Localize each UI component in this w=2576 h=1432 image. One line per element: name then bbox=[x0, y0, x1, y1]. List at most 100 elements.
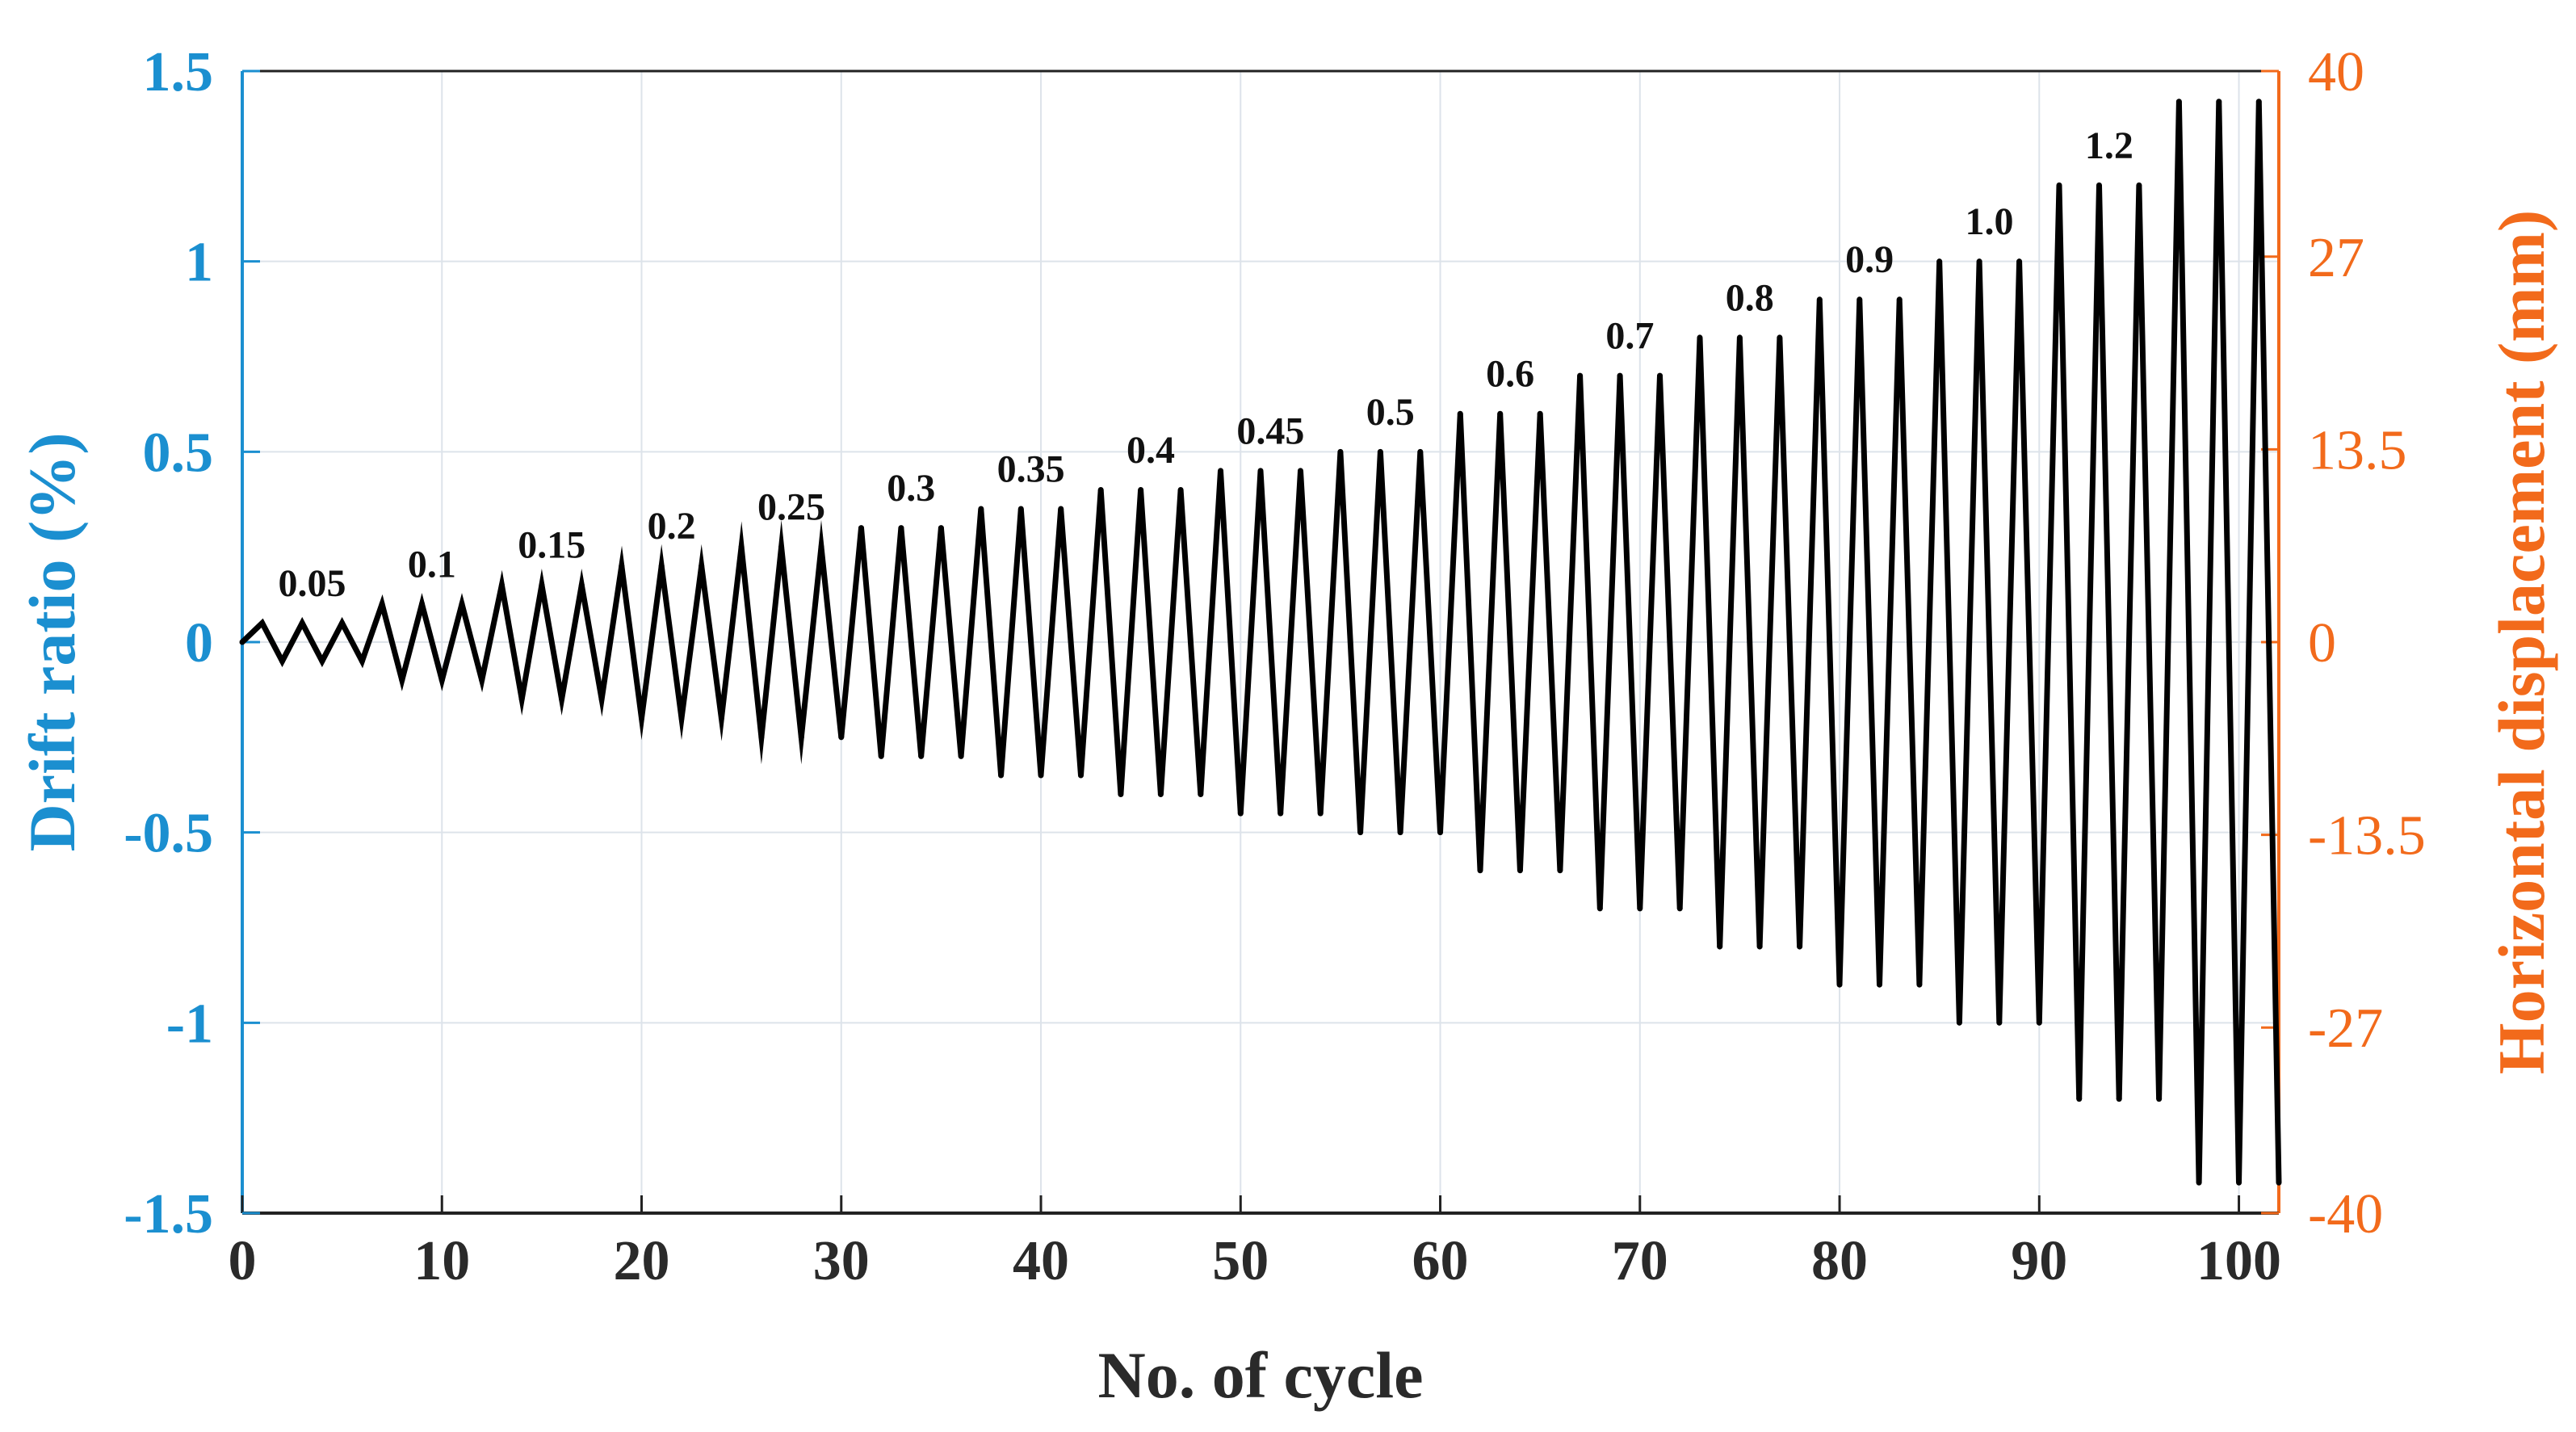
data-point bbox=[479, 677, 485, 683]
data-point bbox=[838, 734, 845, 741]
data-point bbox=[539, 582, 545, 588]
data-point bbox=[898, 525, 904, 531]
data-point bbox=[1177, 486, 1184, 493]
data-point bbox=[1637, 905, 1643, 912]
amplitude-label: 0.2 bbox=[648, 505, 696, 548]
amplitude-label: 0.35 bbox=[997, 447, 1065, 490]
x-tick-label: 70 bbox=[1612, 1230, 1668, 1292]
x-tick-label: 10 bbox=[413, 1230, 470, 1292]
data-point bbox=[1756, 943, 1763, 950]
data-point bbox=[319, 658, 325, 665]
data-point bbox=[639, 715, 645, 721]
data-point bbox=[718, 715, 724, 721]
data-point bbox=[1876, 981, 1882, 988]
x-tick-label: 50 bbox=[1212, 1230, 1269, 1292]
data-point bbox=[818, 544, 824, 550]
y2-tick-label: -27 bbox=[2308, 997, 2383, 1060]
y-tick-label: 0.5 bbox=[143, 422, 214, 484]
data-point bbox=[758, 734, 765, 741]
data-point bbox=[1736, 334, 1743, 341]
y2-tick-label: 13.5 bbox=[2308, 419, 2407, 481]
data-point bbox=[1816, 296, 1823, 303]
data-point bbox=[498, 582, 505, 588]
data-point bbox=[259, 619, 266, 626]
data-point bbox=[1717, 943, 1723, 950]
data-point bbox=[1697, 334, 1703, 341]
data-point bbox=[2036, 1019, 2042, 1026]
data-point bbox=[699, 563, 705, 569]
data-point bbox=[2116, 1096, 2122, 1102]
y-tick-label: 0 bbox=[185, 612, 213, 674]
data-point bbox=[1138, 486, 1144, 493]
data-point bbox=[1956, 1019, 1962, 1026]
data-point bbox=[2216, 99, 2222, 105]
y-tick-label: -0.5 bbox=[124, 803, 213, 865]
data-point bbox=[778, 544, 785, 550]
data-point bbox=[2196, 1179, 2202, 1186]
data-point bbox=[1297, 468, 1303, 474]
x-tick-label: 80 bbox=[1811, 1230, 1868, 1292]
amplitude-label: 0.6 bbox=[1486, 353, 1534, 396]
data-point bbox=[2056, 182, 2062, 188]
data-point bbox=[1397, 829, 1403, 836]
amplitude-label: 0.3 bbox=[887, 467, 935, 510]
data-point bbox=[998, 772, 1005, 779]
data-point bbox=[2096, 182, 2102, 188]
data-point bbox=[1097, 486, 1104, 493]
y-tick-label: 1.5 bbox=[143, 41, 214, 103]
data-point bbox=[1896, 296, 1903, 303]
y2-axis-title: Horizontal displacement (mm) bbox=[2485, 210, 2558, 1074]
data-point bbox=[239, 639, 245, 645]
data-point bbox=[518, 696, 525, 703]
data-point bbox=[1437, 829, 1444, 836]
x-tick-label: 0 bbox=[229, 1230, 257, 1292]
amplitude-label: 0.25 bbox=[757, 486, 825, 529]
x-axis-title: No. of cycle bbox=[1098, 1338, 1424, 1412]
y2-tick-label: 0 bbox=[2308, 612, 2336, 674]
data-point bbox=[339, 619, 346, 626]
data-point bbox=[1278, 810, 1284, 817]
data-point bbox=[1077, 772, 1084, 779]
data-point bbox=[658, 563, 665, 569]
data-point bbox=[2255, 99, 2262, 105]
data-point bbox=[1497, 410, 1504, 417]
x-tick-label: 90 bbox=[2011, 1230, 2067, 1292]
amplitude-label: 0.5 bbox=[1366, 391, 1415, 434]
data-point bbox=[379, 601, 385, 607]
data-point bbox=[1517, 867, 1523, 874]
data-point bbox=[1237, 810, 1244, 817]
amplitude-label: 1.2 bbox=[2085, 124, 2133, 167]
data-point bbox=[1377, 448, 1383, 455]
data-point bbox=[878, 753, 884, 759]
data-point bbox=[1916, 981, 1923, 988]
data-point bbox=[1617, 372, 1623, 379]
y2-tick-label: -40 bbox=[2308, 1183, 2383, 1245]
data-point bbox=[1218, 468, 1224, 474]
data-point bbox=[438, 677, 445, 683]
data-point bbox=[958, 753, 964, 759]
y2-tick-label: 40 bbox=[2308, 41, 2364, 103]
data-point bbox=[798, 734, 804, 741]
data-point bbox=[2276, 1179, 2282, 1186]
amplitude-label: 0.7 bbox=[1605, 315, 1654, 358]
data-point bbox=[1317, 810, 1324, 817]
data-point bbox=[419, 601, 426, 607]
data-point bbox=[1457, 410, 1463, 417]
amplitude-label: 0.1 bbox=[408, 543, 456, 586]
data-point bbox=[1198, 792, 1204, 798]
data-point bbox=[978, 506, 984, 512]
data-point bbox=[1976, 258, 1982, 265]
data-point bbox=[1357, 829, 1364, 836]
data-point bbox=[1038, 772, 1044, 779]
amplitude-label: 0.4 bbox=[1126, 429, 1175, 472]
data-point bbox=[678, 715, 685, 721]
y2-tick-label: -13.5 bbox=[2308, 805, 2426, 867]
y-axis-title: Drift ratio (%) bbox=[15, 432, 89, 851]
data-point bbox=[1417, 448, 1424, 455]
amplitude-label: 0.8 bbox=[1726, 276, 1774, 319]
data-point bbox=[1477, 867, 1483, 874]
data-point bbox=[2236, 1179, 2242, 1186]
data-point bbox=[399, 677, 405, 683]
